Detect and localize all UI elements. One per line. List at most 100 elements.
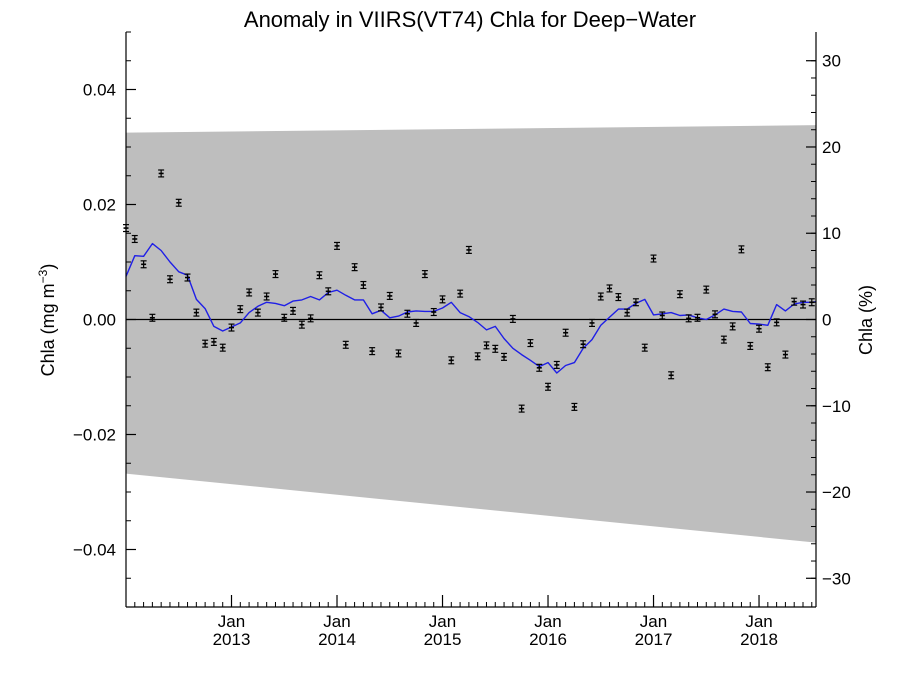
data-point xyxy=(281,313,288,322)
data-point xyxy=(518,404,525,413)
data-point xyxy=(676,290,683,299)
data-point xyxy=(166,275,173,284)
data-point xyxy=(254,308,261,317)
data-point xyxy=(131,234,138,244)
data-point xyxy=(263,292,270,301)
data-point xyxy=(342,340,349,349)
data-point xyxy=(298,320,305,329)
axes: 0.04 0.02 0.00 −0.02 −0.04 30 20 10 0 −10 −20 −30 Ja… xyxy=(73,31,851,649)
data-point xyxy=(290,306,297,315)
data-point xyxy=(307,314,314,323)
data-point xyxy=(439,295,446,304)
data-point xyxy=(492,344,499,353)
x-tick-label-year: 2015 xyxy=(424,630,462,649)
data-point xyxy=(483,341,490,350)
data-point xyxy=(202,339,209,348)
y-tick-label-left: −0.04 xyxy=(73,541,116,560)
y-tick-label-right: −20 xyxy=(822,483,851,502)
y-tick-label-left: 0.00 xyxy=(83,311,116,330)
y-tick-label-right: −10 xyxy=(822,397,851,416)
data-point xyxy=(219,343,226,352)
data-point xyxy=(553,360,560,369)
data-point xyxy=(703,285,710,294)
y-axis-label-left-main: Chla (mg m xyxy=(38,283,58,376)
data-point xyxy=(404,309,411,318)
data-point xyxy=(386,291,393,300)
data-point xyxy=(571,402,578,411)
data-point xyxy=(228,323,235,332)
data-point xyxy=(325,287,332,296)
uncertainty-band xyxy=(126,125,816,543)
x-tick-label-month: Jan xyxy=(745,612,772,631)
y-tick-label-right: −30 xyxy=(822,569,851,588)
y-axis-label-right: Chla (%) xyxy=(856,285,876,355)
data-point xyxy=(193,308,200,317)
data-point xyxy=(720,335,727,344)
x-tick-label-year: 2016 xyxy=(529,630,567,649)
y-axis-label-left-exponent: −3 xyxy=(36,269,50,283)
data-point xyxy=(158,169,165,178)
data-point xyxy=(562,328,569,337)
x-tick-label-year: 2017 xyxy=(635,630,673,649)
plot-area xyxy=(123,125,817,543)
x-tick-label-year: 2014 xyxy=(318,630,356,649)
data-point xyxy=(729,322,736,331)
data-point xyxy=(791,297,798,306)
data-point xyxy=(624,308,631,317)
data-point xyxy=(641,343,648,352)
smoothed-anomaly-line xyxy=(125,242,817,374)
data-point xyxy=(334,241,341,250)
y-tick-label-right: 10 xyxy=(822,224,841,243)
data-point xyxy=(430,307,437,317)
data-point xyxy=(694,313,701,322)
y-axis-label-left: Chla (mg m−3) xyxy=(36,264,58,377)
x-tick-label-month: Jan xyxy=(218,612,245,631)
data-point xyxy=(632,298,639,307)
x-tick-label-year: 2018 xyxy=(740,630,778,649)
data-point xyxy=(800,300,807,309)
y-tick-label-left: 0.04 xyxy=(83,81,116,100)
data-point xyxy=(360,280,367,290)
data-point xyxy=(421,270,428,279)
data-point xyxy=(351,263,358,272)
data-point xyxy=(246,288,253,297)
data-point xyxy=(536,363,543,372)
y-axis-label-left-close: ) xyxy=(38,264,58,270)
data-point xyxy=(369,347,376,356)
data-point xyxy=(316,271,323,280)
chart-title: Anomaly in VIIRS(VT74) Chla for Deep−Wat… xyxy=(244,7,696,32)
y-tick-label-left: 0.02 xyxy=(83,196,116,215)
data-point xyxy=(448,356,455,365)
data-point xyxy=(140,260,147,269)
data-point xyxy=(668,371,675,380)
data-point xyxy=(764,363,771,372)
data-point xyxy=(597,292,604,301)
y-tick-label-right: 20 xyxy=(822,138,841,157)
data-point xyxy=(712,310,719,319)
data-point xyxy=(210,337,217,346)
data-point xyxy=(782,350,789,359)
data-point xyxy=(747,341,754,350)
data-point xyxy=(378,303,385,312)
data-point xyxy=(756,324,763,333)
data-point xyxy=(395,349,402,358)
data-point xyxy=(149,313,156,322)
data-point xyxy=(509,314,516,323)
data-point xyxy=(659,311,666,320)
x-tick-label-month: Jan xyxy=(534,612,561,631)
x-tick-label-month: Jan xyxy=(323,612,350,631)
data-point xyxy=(184,273,191,282)
data-point xyxy=(589,318,596,327)
data-point xyxy=(237,305,244,314)
x-tick-label-year: 2013 xyxy=(213,630,251,649)
data-point xyxy=(580,340,587,349)
data-point xyxy=(465,245,472,254)
data-point xyxy=(175,198,182,207)
y-tick-label-right: 0 xyxy=(822,311,831,330)
data-point xyxy=(738,245,745,254)
data-point xyxy=(527,339,534,348)
data-point xyxy=(501,352,508,361)
y-tick-label-right: 30 xyxy=(822,52,841,71)
data-point xyxy=(606,284,613,293)
